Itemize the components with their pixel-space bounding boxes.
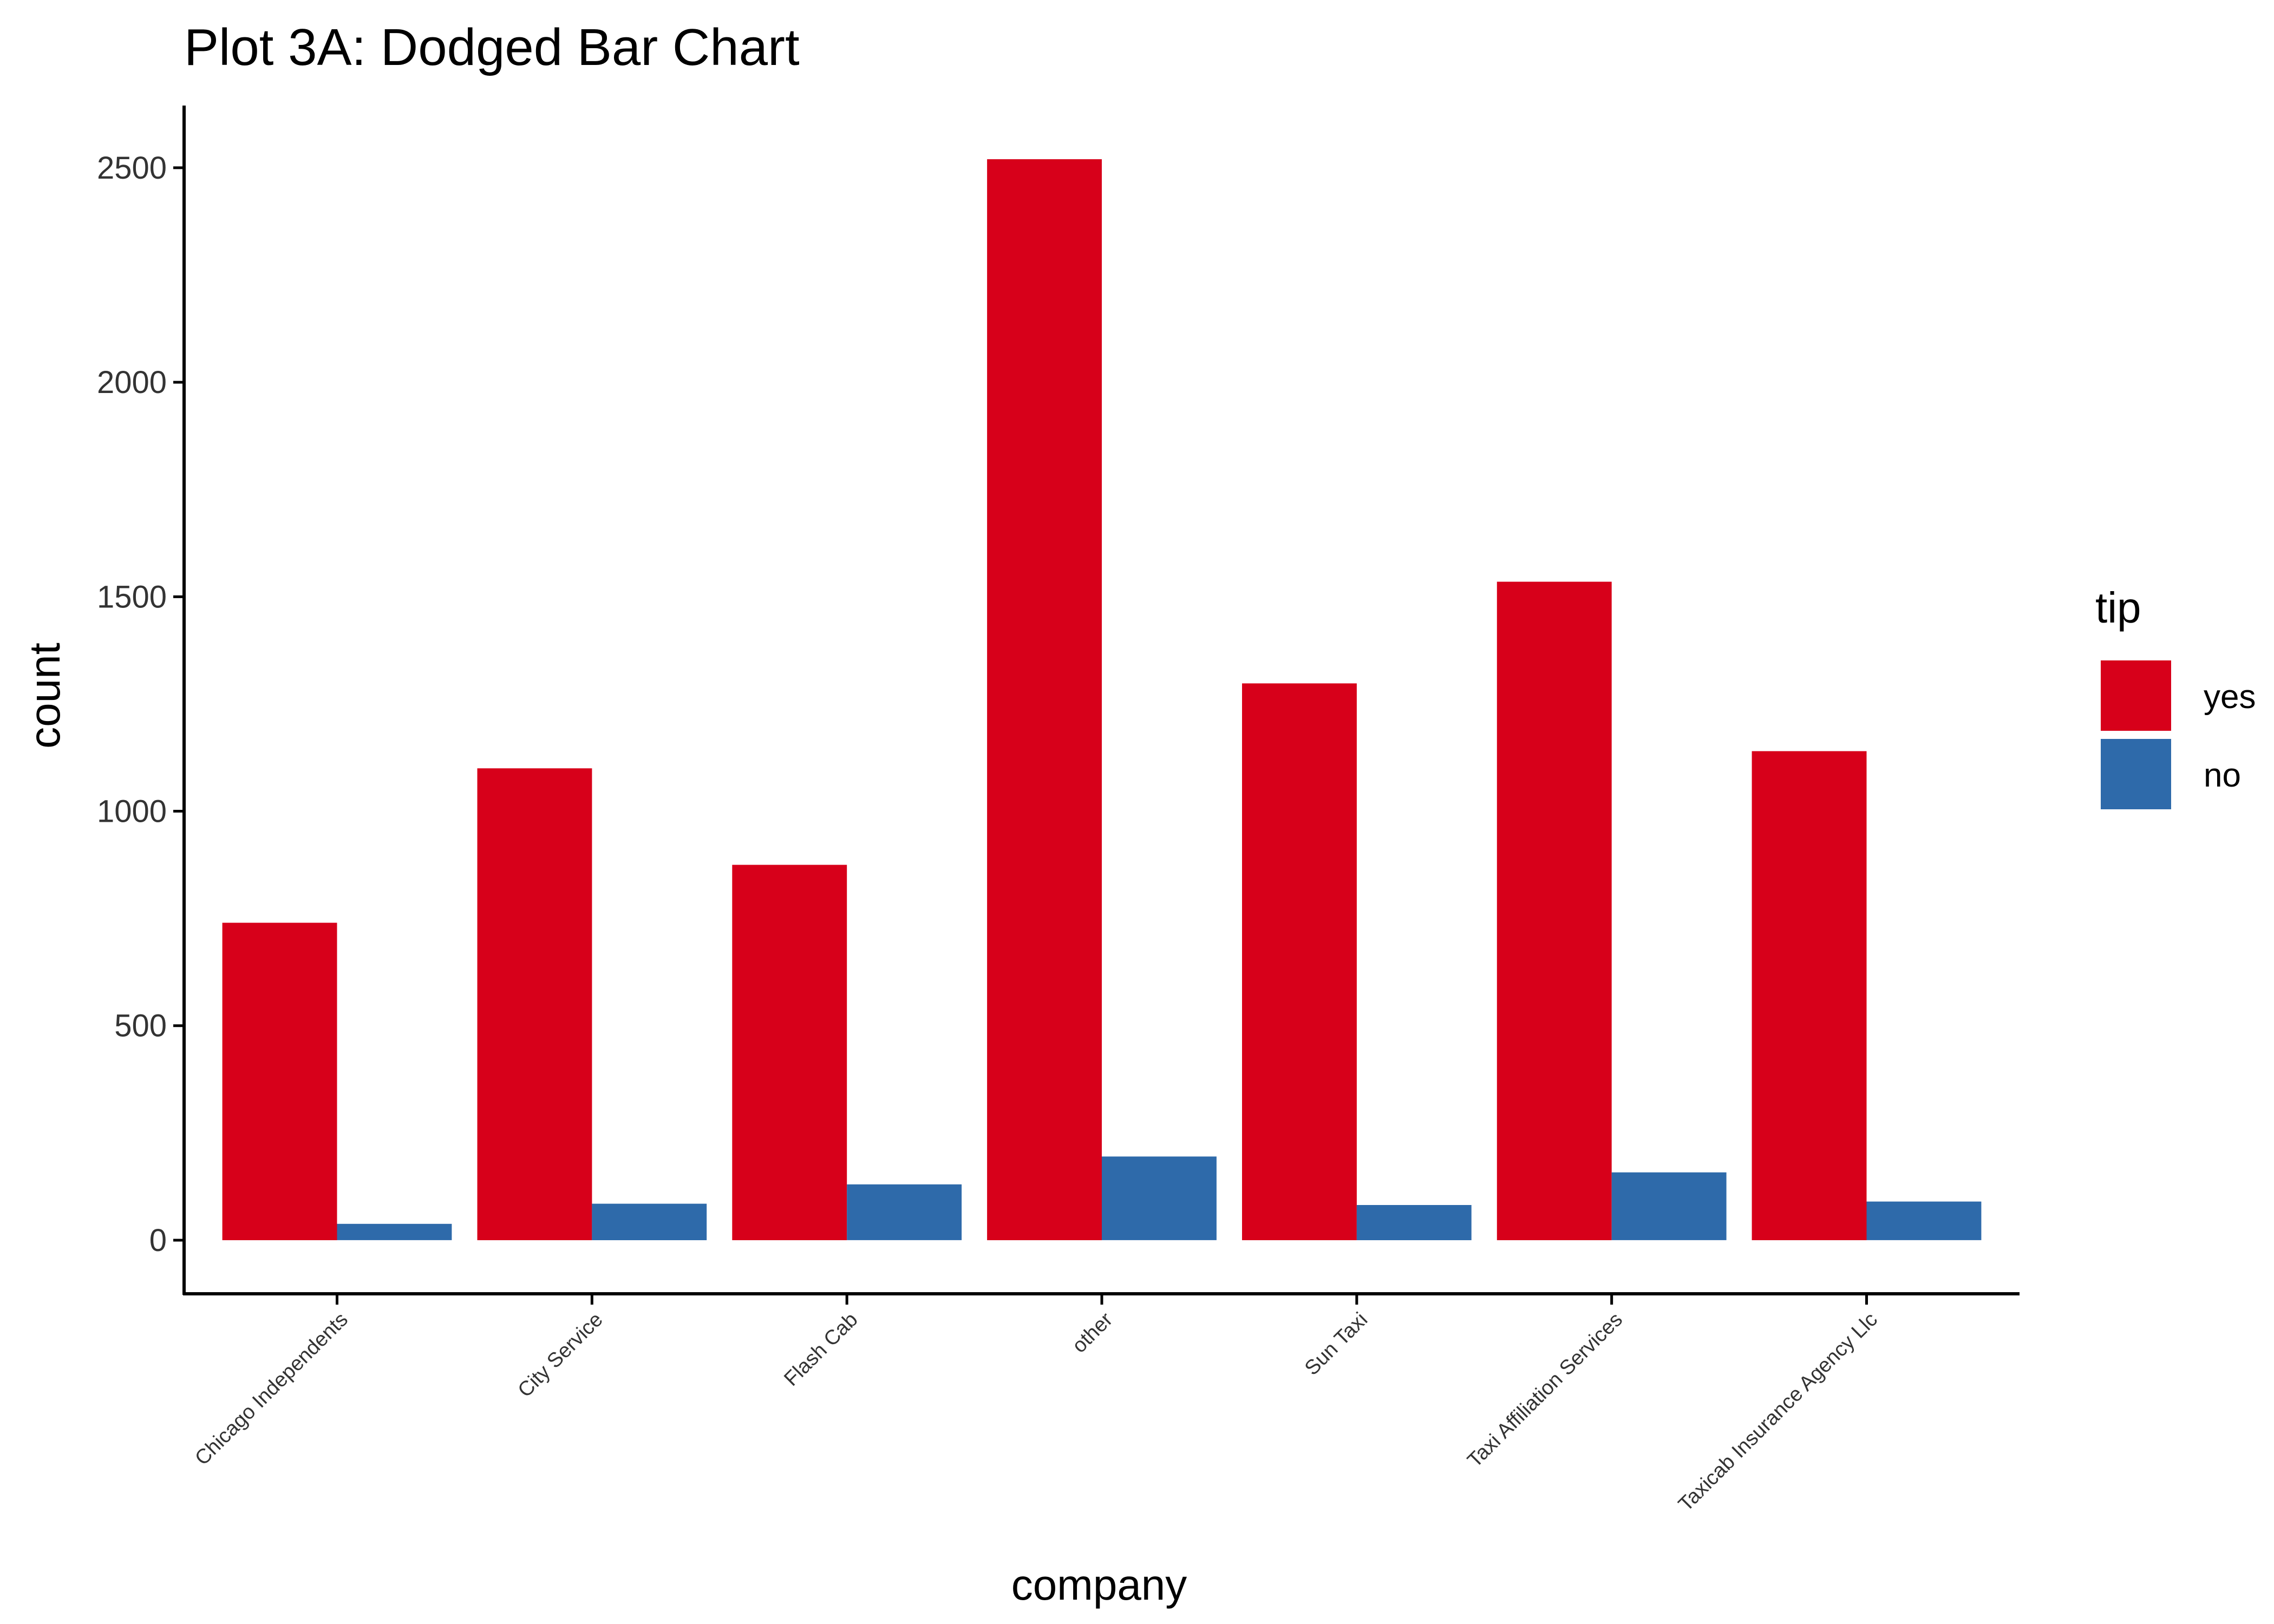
bar-no-2 — [847, 1184, 962, 1240]
x-tick-label-5: Taxi Affiliation Services — [1463, 1308, 1628, 1472]
y-tick-label-4: 2000 — [97, 365, 167, 400]
legend-title: tip — [2095, 584, 2141, 632]
bar-yes-3 — [987, 159, 1102, 1241]
x-tick-label-6: Taxicab Insurance Agency Llc — [1674, 1308, 1882, 1516]
bar-no-1 — [592, 1203, 707, 1240]
x-tick-label-2: Flash Cab — [780, 1308, 862, 1391]
bar-yes-2 — [732, 865, 847, 1240]
legend-key-yes — [2101, 660, 2171, 731]
bar-yes-0 — [222, 922, 337, 1240]
x-axis-title: company — [1011, 1561, 1187, 1609]
x-tick-label-0: Chicago Independents — [191, 1308, 352, 1470]
x-tick-label-1: City Service — [514, 1308, 607, 1402]
y-tick-label-0: 0 — [149, 1223, 167, 1258]
bar-yes-4 — [1242, 683, 1357, 1240]
bar-no-3 — [1102, 1156, 1217, 1240]
bars — [222, 159, 1982, 1241]
bar-no-4 — [1356, 1205, 1472, 1240]
chart-title: Plot 3A: Dodged Bar Chart — [184, 18, 800, 76]
bar-no-6 — [1866, 1201, 1982, 1240]
x-tick-label-3: other — [1068, 1308, 1117, 1357]
bar-no-0 — [337, 1223, 452, 1240]
y-tick-label-3: 1500 — [97, 579, 167, 614]
y-axis: 0 500 1000 1500 2000 2500 — [97, 150, 184, 1258]
y-tick-label-5: 2500 — [97, 150, 167, 186]
legend: tip yes no — [2095, 584, 2256, 809]
legend-label-yes: yes — [2204, 678, 2256, 716]
y-tick-label-2: 1000 — [97, 794, 167, 829]
bar-yes-6 — [1752, 751, 1867, 1240]
y-axis-title: count — [21, 643, 69, 749]
bar-yes-5 — [1497, 581, 1612, 1240]
legend-key-no — [2101, 739, 2171, 809]
legend-label-no: no — [2204, 757, 2241, 794]
x-axis: Chicago Independents City Service Flash Ca… — [191, 1294, 1882, 1516]
bar-no-5 — [1611, 1172, 1727, 1240]
y-tick-label-1: 500 — [114, 1009, 167, 1044]
bar-yes-1 — [477, 768, 592, 1240]
x-tick-label-4: Sun Taxi — [1301, 1308, 1372, 1380]
